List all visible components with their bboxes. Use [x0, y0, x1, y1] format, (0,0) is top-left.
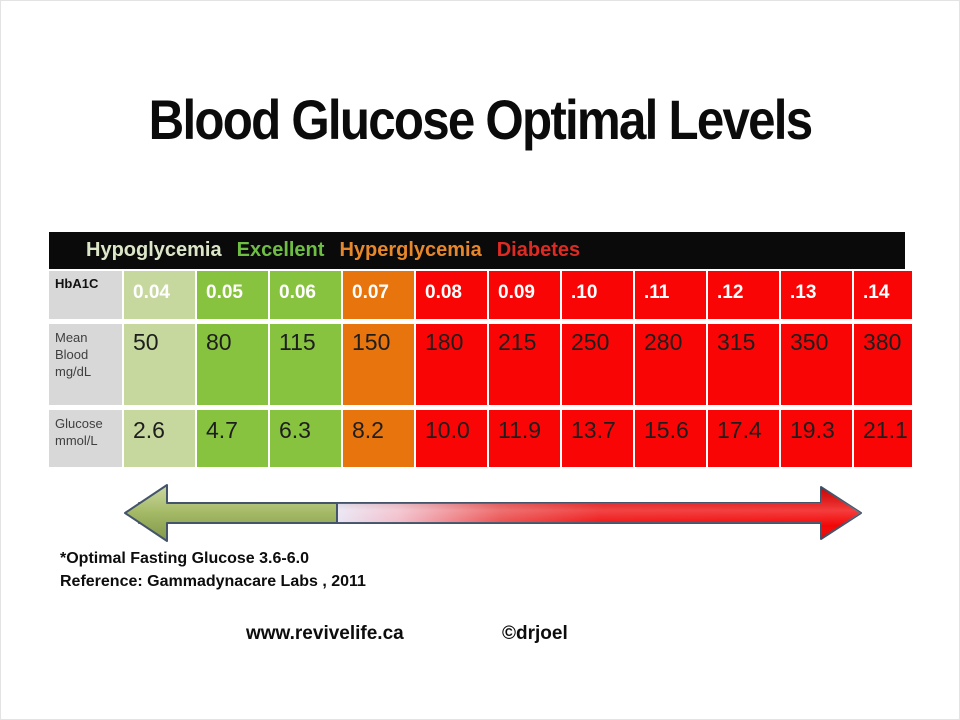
table-cell: 280	[635, 324, 706, 405]
row-label-line: mmol/L	[55, 433, 98, 448]
table-cell: 2.6	[124, 410, 195, 467]
note-reference: Reference: Gammadynacare Labs , 2011	[60, 573, 366, 590]
table-cell: 115	[270, 324, 341, 405]
table-row-mmol: Glucose mmol/L 2.6 4.7 6.3 8.2 10.0 11.9 13.7 1…	[49, 410, 912, 467]
row-label-mgdl: Mean Blood mg/dL	[49, 324, 122, 405]
glucose-range-arrow-icon	[121, 480, 865, 546]
notes-block: *Optimal Fasting Glucose 3.6-6.0 Referen…	[60, 547, 366, 593]
table-cell: .13	[781, 271, 852, 319]
table-cell: 0.05	[197, 271, 268, 319]
website-text: www.revivelife.ca	[246, 623, 404, 644]
row-label-line: Glucose	[55, 416, 103, 431]
table-cell: 350	[781, 324, 852, 405]
footer: www.revivelife.ca ©drjoel	[1, 623, 959, 653]
table-cell: 15.6	[635, 410, 706, 467]
category-label-hypoglycemia: Hypoglycemia	[86, 239, 222, 261]
table-cell: 8.2	[343, 410, 414, 467]
category-label-hyperglycemia: Hyperglycemia	[339, 239, 482, 261]
table-cell: .14	[854, 271, 912, 319]
table-cell: 0.06	[270, 271, 341, 319]
note-optimal-fasting: *Optimal Fasting Glucose 3.6-6.0	[60, 550, 309, 567]
row-label-line: HbA1C	[55, 276, 99, 291]
glucose-table: HbA1C 0.04 0.05 0.06 0.07 0.08 0.09.10.11.12.…	[49, 271, 912, 472]
table-cell: 215	[489, 324, 560, 405]
table-cell: 11.9	[489, 410, 560, 467]
table-cell: 0.07	[343, 271, 414, 319]
table-row-mgdl: Mean Blood mg/dL 50 80 115 150 180 215 250 280 3…	[49, 324, 912, 405]
table-cell: 21.1	[854, 410, 912, 467]
table-cell: 0.09	[489, 271, 560, 319]
category-label-excellent: Excellent	[236, 239, 325, 261]
table-cell: 50	[124, 324, 195, 405]
row-label-line: Mean	[55, 330, 88, 345]
table-cell: 13.7	[562, 410, 633, 467]
table-cell: .12	[708, 271, 779, 319]
table-cell: 6.3	[270, 410, 341, 467]
table-cell: 80	[197, 324, 268, 405]
table-cell: 380	[854, 324, 912, 405]
table-cell: 150	[343, 324, 414, 405]
table-cell: 10.0	[416, 410, 487, 467]
category-label-diabetes: Diabetes	[496, 239, 581, 261]
row-label-hba1c: HbA1C	[49, 271, 122, 319]
credit-text: ©drjoel	[502, 623, 568, 644]
table-cell: 19.3	[781, 410, 852, 467]
row-label-line: Blood	[55, 347, 89, 362]
table-cell: .11	[635, 271, 706, 319]
table-cell: 315	[708, 324, 779, 405]
category-bar: Hypoglycemia Excellent Hyperglycemia Dia…	[49, 232, 905, 269]
table-cell: 17.4	[708, 410, 779, 467]
table-cell: .10	[562, 271, 633, 319]
page-title: Blood Glucose Optimal Levels	[148, 88, 813, 151]
row-label-mmol: Glucose mmol/L	[49, 410, 122, 467]
table-cell: 250	[562, 324, 633, 405]
table-cell: 0.08	[416, 271, 487, 319]
table-row-hba1c: HbA1C 0.04 0.05 0.06 0.07 0.08 0.09.10.11.12.…	[49, 271, 912, 319]
table-cell: 180	[416, 324, 487, 405]
row-label-line: mg/dL	[55, 364, 92, 379]
table-cell: 0.04	[124, 271, 195, 319]
table-cell: 4.7	[197, 410, 268, 467]
